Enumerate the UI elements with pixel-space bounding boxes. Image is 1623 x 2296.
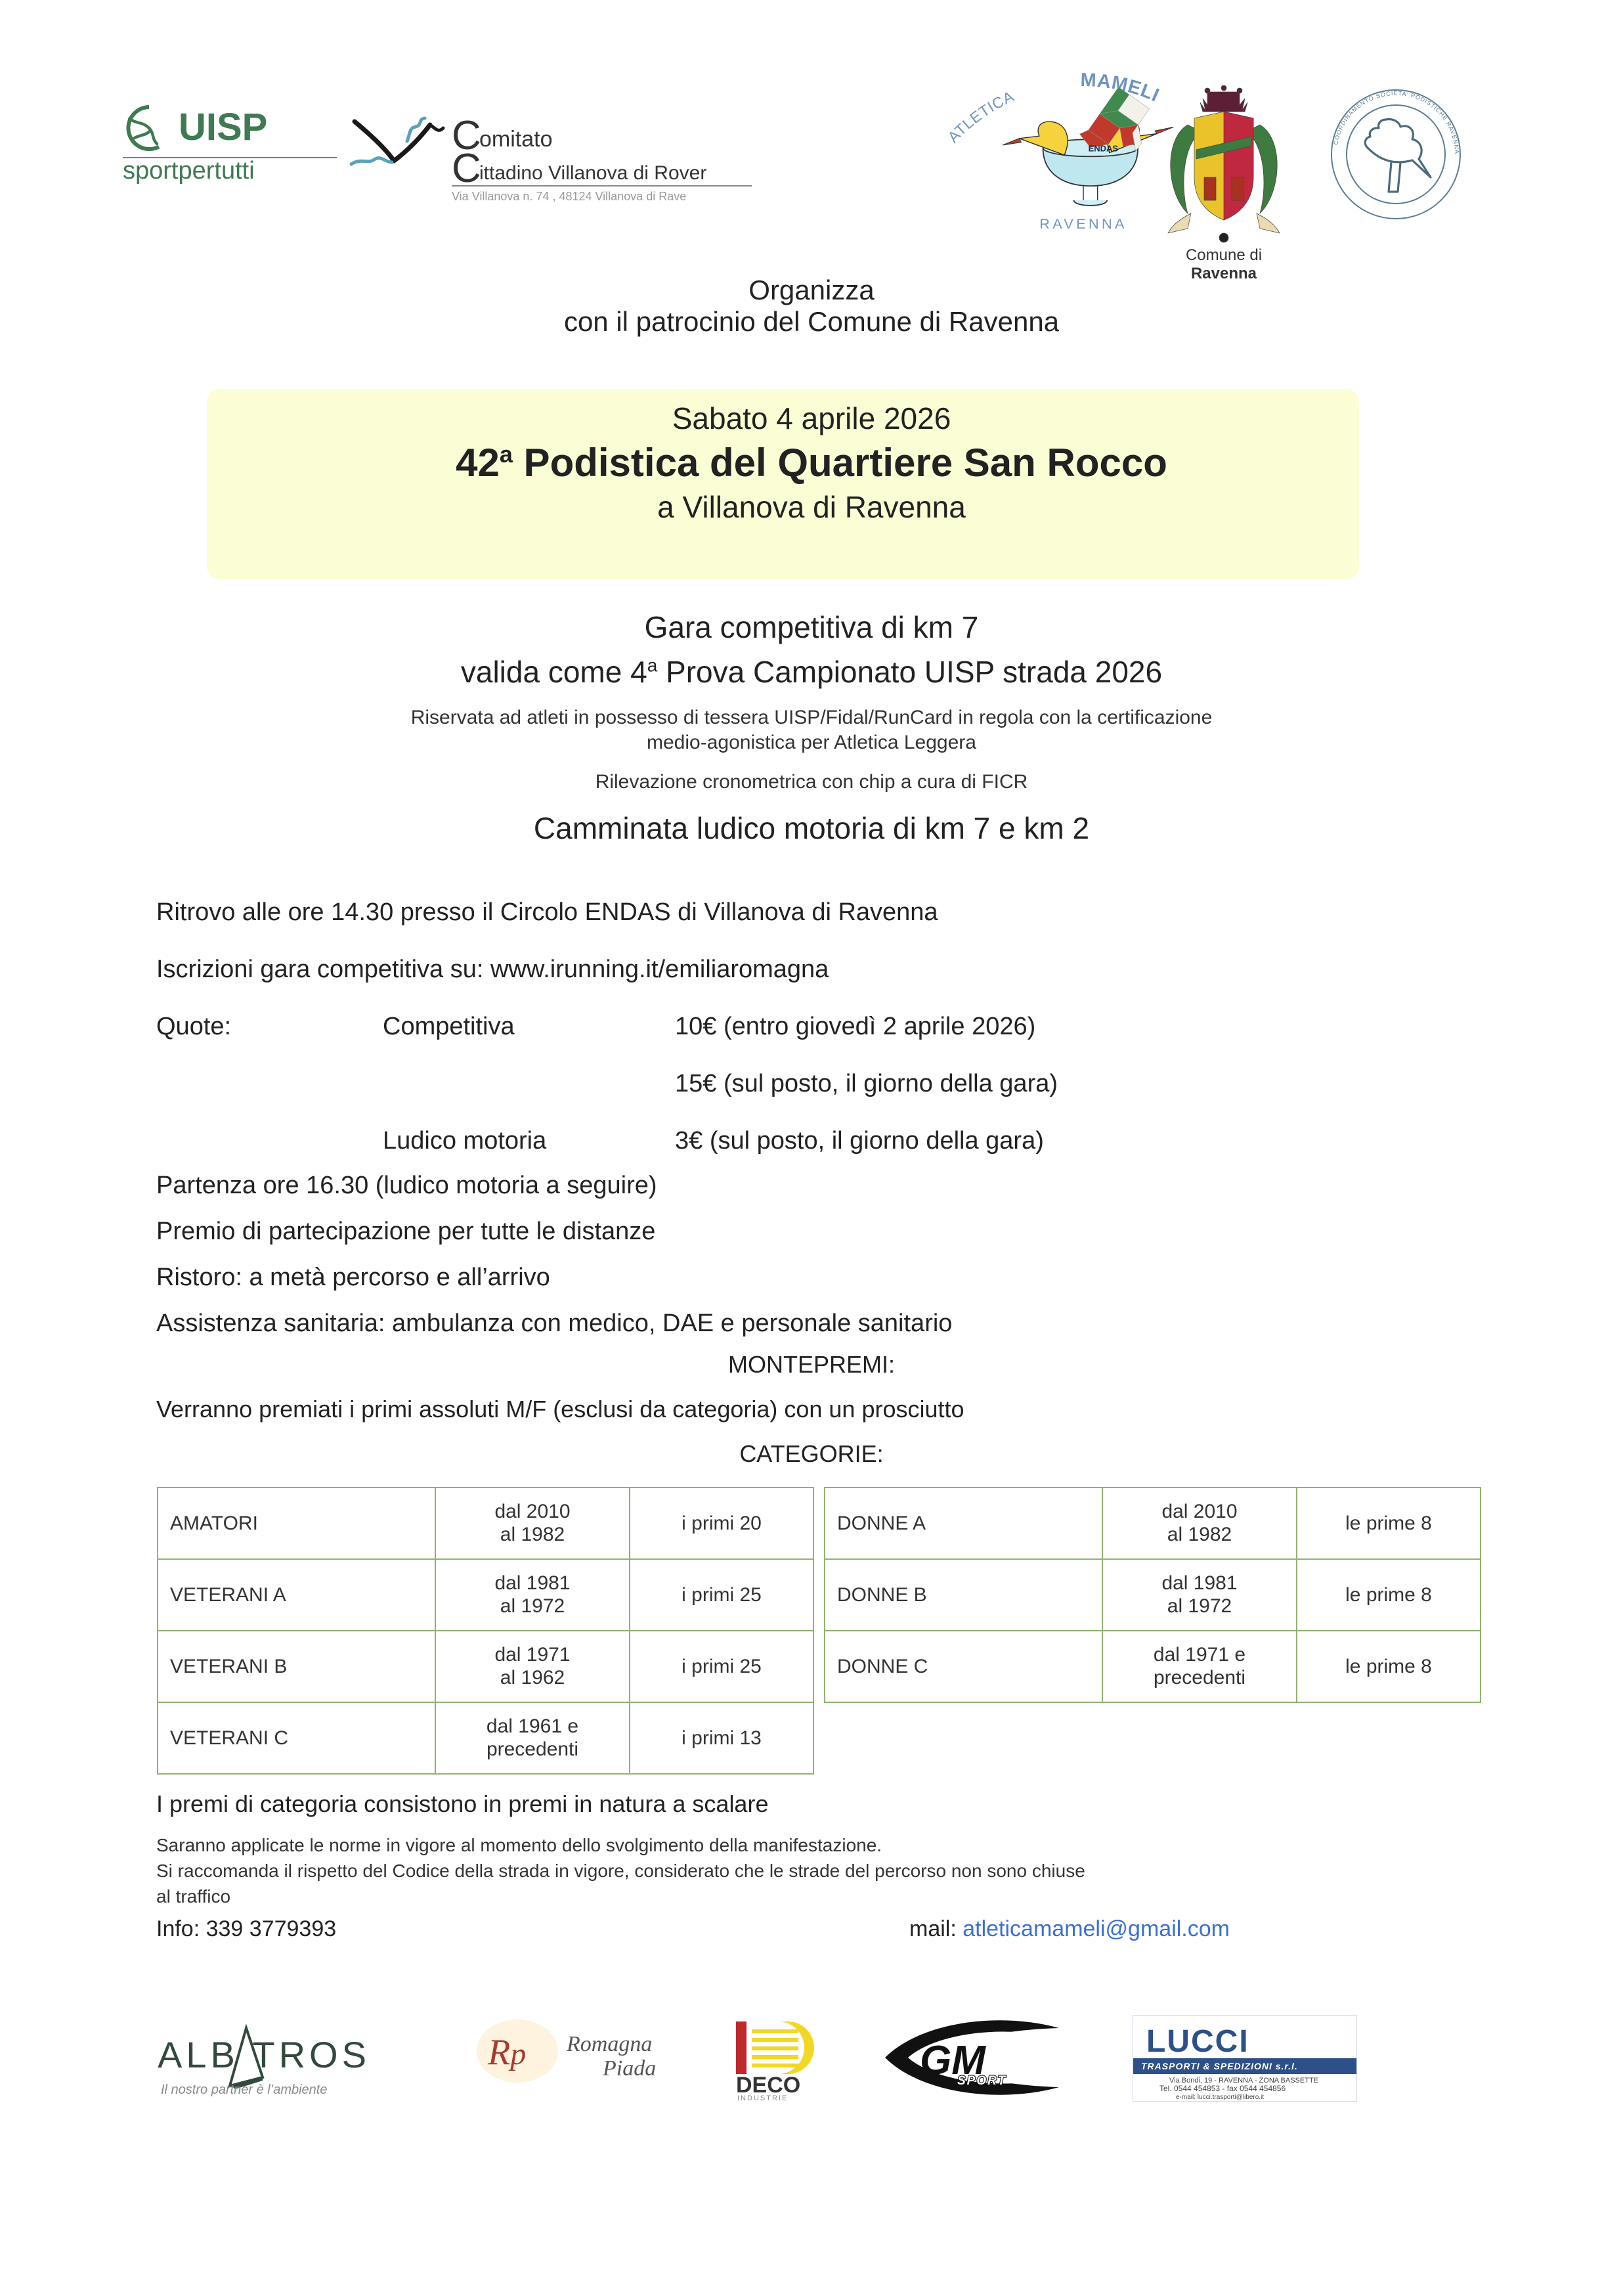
- svg-text:ALB TROS: ALB TROS: [158, 2034, 370, 2075]
- svg-text:Via Villanova n. 74 , 48124 Vi: Via Villanova n. 74 , 48124 Villanova di…: [452, 190, 686, 203]
- svg-text:Tel. 0544 454853 - fax 0544 45: Tel. 0544 454853 - fax 0544 454856: [1159, 2084, 1286, 2093]
- svg-text:omitato: omitato: [479, 127, 553, 152]
- svg-text:ittadino Villanova di Rover: ittadino Villanova di Rover: [479, 162, 706, 184]
- svg-text:Rp: Rp: [487, 2032, 526, 2073]
- svg-text:Piada: Piada: [602, 2056, 656, 2081]
- svg-text:INDUSTRIE: INDUSTRIE: [737, 2094, 788, 2100]
- svg-text:SPORT: SPORT: [957, 2074, 1006, 2088]
- svg-text:C: C: [452, 146, 481, 191]
- svg-text:UISP: UISP: [179, 106, 267, 148]
- svg-text:LUCCI: LUCCI: [1146, 2024, 1249, 2059]
- svg-text:TRASPORTI & SPEDIZIONI s.r.l.: TRASPORTI & SPEDIZIONI s.r.l.: [1141, 2061, 1298, 2071]
- svg-text:Il nostro partner è l’ambiente: Il nostro partner è l’ambiente: [161, 2083, 327, 2097]
- svg-text:ATLETICA: ATLETICA: [944, 87, 1016, 146]
- svg-text:RAVENNA: RAVENNA: [1039, 215, 1127, 232]
- svg-text:e-mail: lucci.trasporti@libero: e-mail: lucci.trasporti@libero.it: [1176, 2094, 1264, 2101]
- svg-text:Romagna: Romagna: [566, 2032, 652, 2056]
- svg-text:ENDAS: ENDAS: [1089, 144, 1119, 154]
- svg-text:sportpertutti: sportpertutti: [123, 157, 255, 184]
